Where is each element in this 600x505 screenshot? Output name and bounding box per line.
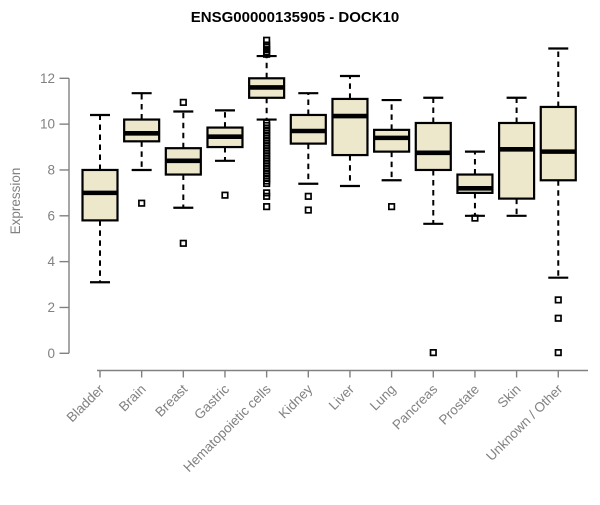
- x-tick-label-gastric: Gastric: [191, 381, 232, 422]
- chart-title: ENSG00000135905 - DOCK10: [191, 9, 399, 26]
- box-group-prostate: [456, 150, 494, 222]
- outlier-point: [304, 206, 312, 214]
- iqr-box: [123, 118, 161, 143]
- outlier-point: [429, 349, 437, 357]
- y-tick-label: 8: [47, 162, 55, 177]
- x-tick-label-kidney: Kidney: [276, 381, 316, 421]
- iqr-box: [498, 121, 536, 200]
- y-axis-label: Expression: [8, 168, 23, 235]
- box-group-lung: [373, 98, 411, 211]
- outlier-point: [554, 349, 562, 357]
- x-tick-label-unknown-other: Unknown / Other: [483, 381, 566, 464]
- x-tick-label-lung: Lung: [367, 382, 399, 414]
- outlier-point: [388, 203, 396, 211]
- iqr-box: [539, 105, 577, 182]
- outlier-point: [179, 98, 187, 106]
- iqr-box: [331, 97, 369, 157]
- x-tick-label-skin: Skin: [495, 382, 524, 411]
- box-group-skin: [498, 96, 536, 217]
- outlier-point: [554, 314, 562, 322]
- x-tick-label-pancreas: Pancreas: [389, 381, 440, 432]
- outlier-point: [554, 296, 562, 304]
- outlier-point: [263, 192, 271, 200]
- outlier-point: [304, 192, 312, 200]
- y-tick-label: 0: [47, 346, 55, 361]
- iqr-box: [414, 121, 452, 172]
- box-groups: [81, 36, 577, 357]
- x-tick-label-liver: Liver: [326, 381, 358, 413]
- box-group-unknown-other: [539, 47, 577, 357]
- outlier-point: [138, 199, 146, 207]
- box-group-breast: [164, 98, 202, 247]
- y-tick-label: 12: [40, 71, 55, 86]
- outlier-point: [179, 239, 187, 247]
- box-group-hematopoietic-cells: [248, 36, 286, 211]
- outlier-point: [263, 179, 271, 188]
- x-tick-label-prostate: Prostate: [436, 382, 482, 428]
- outlier-point: [263, 50, 271, 58]
- x-tick-label-bladder: Bladder: [64, 381, 108, 425]
- box-group-liver: [331, 74, 369, 188]
- box-group-pancreas: [414, 96, 452, 357]
- y-tick-label: 4: [47, 254, 55, 269]
- outlier-point: [263, 203, 271, 211]
- box-group-kidney: [289, 92, 327, 214]
- outlier-point: [221, 191, 229, 199]
- x-tick-label-brain: Brain: [116, 382, 149, 415]
- y-tick-label: 10: [40, 117, 55, 132]
- box-group-brain: [123, 92, 161, 207]
- y-tick-label: 2: [47, 300, 55, 315]
- y-tick-label: 6: [47, 208, 55, 223]
- outlier-point: [471, 214, 479, 222]
- box-group-bladder: [81, 113, 119, 284]
- iqr-box: [373, 128, 411, 153]
- box-group-gastric: [206, 109, 244, 199]
- x-tick-label-breast: Breast: [152, 381, 190, 419]
